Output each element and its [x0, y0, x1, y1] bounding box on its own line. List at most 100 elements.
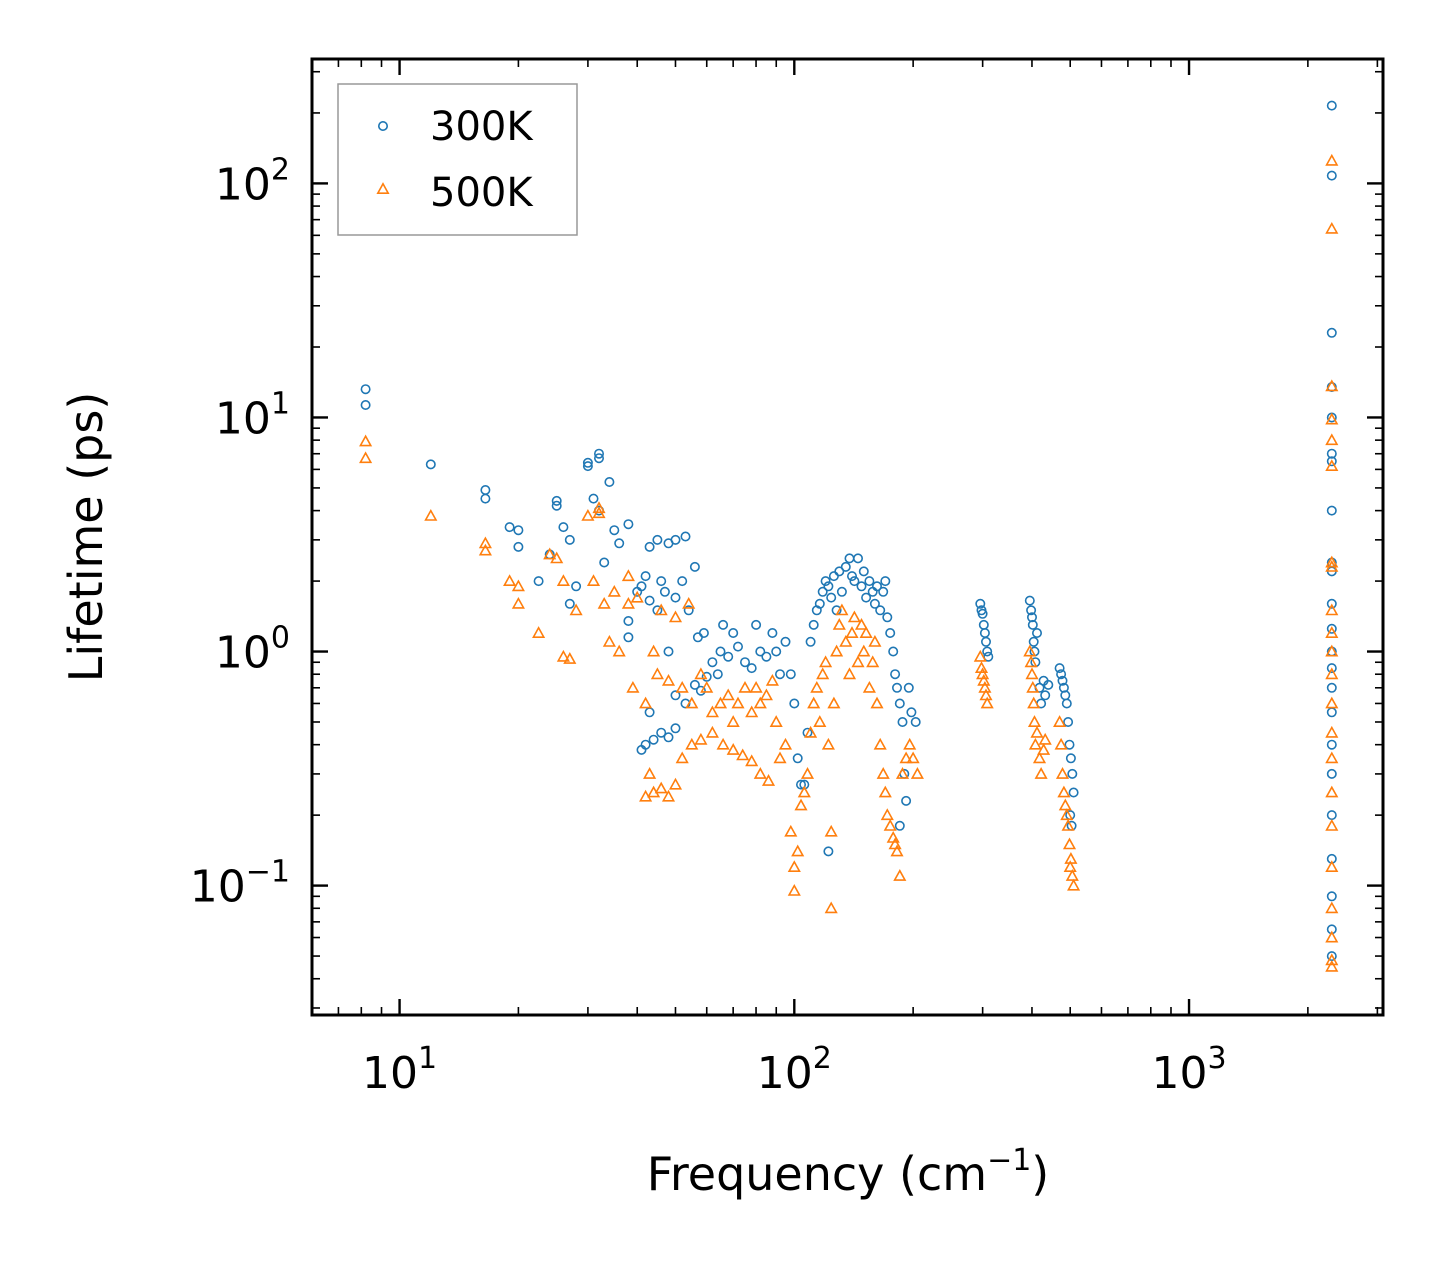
data-point-500k	[592, 506, 606, 519]
data-point-300k	[761, 651, 772, 662]
data-point-500k	[787, 883, 801, 896]
data-point-300k	[623, 615, 634, 626]
data-point-300k	[826, 592, 837, 603]
data-point-500k	[890, 844, 904, 857]
data-point-500k	[550, 551, 564, 564]
data-point-300k	[1326, 663, 1337, 674]
data-point-300k	[1068, 787, 1079, 798]
data-point-500k	[661, 789, 676, 802]
data-point-500k	[1325, 901, 1339, 914]
data-point-500k	[639, 696, 653, 709]
data-point-500k	[839, 634, 853, 647]
data-point-300k	[888, 646, 899, 657]
data-point-300k	[795, 779, 806, 790]
data-point-500k	[1034, 767, 1048, 779]
data-point-500k	[876, 767, 890, 779]
data-point-300k	[882, 612, 893, 623]
data-point-300k	[977, 608, 988, 619]
data-point-300k	[1061, 698, 1072, 709]
data-point-300k	[582, 457, 593, 468]
series-500k	[359, 153, 1339, 972]
data-point-500k	[1062, 837, 1077, 850]
legend-marker-shape	[377, 121, 388, 132]
x-tick-label: 103	[1151, 1041, 1226, 1099]
data-point-300k	[1326, 598, 1337, 609]
data-point-500k	[685, 696, 699, 709]
data-point-300k	[823, 581, 834, 592]
data-point-300k	[891, 682, 902, 693]
data-point-500k	[612, 644, 626, 657]
data-point-300k	[1326, 739, 1337, 750]
data-point-500k	[424, 508, 438, 521]
data-point-300k	[894, 698, 905, 709]
data-point-500k	[1325, 930, 1339, 943]
data-point-300k	[767, 627, 778, 638]
data-point-500k	[1325, 560, 1339, 572]
data-point-500k	[773, 751, 787, 764]
data-point-500k	[532, 626, 546, 639]
data-point-500k	[1030, 725, 1044, 738]
data-point-500k	[1325, 959, 1339, 972]
data-point-300k	[636, 581, 647, 592]
data-point-300k	[903, 682, 914, 693]
data-point-300k	[551, 495, 562, 506]
data-point-300k	[1040, 690, 1051, 701]
data-point-500k	[736, 748, 750, 761]
data-point-500k	[685, 737, 699, 750]
data-point-300k	[644, 541, 655, 552]
data-point-500k	[1325, 785, 1339, 798]
data-point-300k	[1067, 768, 1078, 779]
data-point-500k	[903, 737, 917, 750]
data-point-500k	[787, 860, 801, 873]
data-point-300k	[604, 476, 615, 487]
data-point-300k	[982, 646, 993, 657]
data-point-300k	[656, 576, 667, 587]
data-point-500k	[716, 737, 730, 750]
data-point-300k	[1326, 456, 1337, 467]
data-point-500k	[682, 596, 696, 609]
data-point-500k	[1325, 953, 1339, 966]
legend-label-500k: 500K	[430, 170, 534, 216]
data-point-500k	[621, 596, 635, 609]
data-point-500k	[847, 610, 861, 623]
data-point-500k	[359, 451, 373, 464]
data-point-300k	[880, 576, 891, 587]
data-point-300k	[852, 553, 863, 564]
data-point-300k	[728, 627, 739, 638]
data-point-500k	[626, 680, 640, 693]
data-point-300k	[670, 592, 681, 603]
data-point-500k	[827, 696, 841, 709]
data-point-300k	[739, 657, 750, 668]
data-point-500k	[873, 737, 887, 750]
data-point-300k	[820, 576, 831, 587]
data-point-500k	[654, 781, 668, 794]
data-point-500k	[870, 696, 884, 709]
data-point-300k	[840, 561, 851, 572]
data-point-300k	[975, 598, 986, 609]
data-point-500k	[694, 667, 708, 680]
data-point-500k	[705, 705, 719, 718]
data-point-500k	[1325, 459, 1339, 472]
data-point-300k	[1326, 327, 1337, 338]
data-point-500k	[883, 818, 897, 831]
data-point-300k	[780, 636, 791, 647]
data-point-500k	[607, 584, 621, 597]
data-point-500k	[359, 434, 373, 447]
data-point-500k	[807, 696, 821, 709]
data-point-300k	[869, 598, 880, 609]
legend-marker-shape	[376, 182, 390, 194]
data-point-500k	[1325, 379, 1339, 392]
data-point-500k	[543, 547, 557, 560]
data-point-500k	[862, 680, 876, 693]
data-point-300k	[1326, 448, 1337, 459]
data-point-500k	[761, 774, 776, 786]
data-point-300k	[774, 669, 785, 680]
data-point-500k	[668, 610, 683, 623]
data-point-500k	[1058, 798, 1072, 811]
data-point-300k	[593, 448, 604, 459]
data-point-300k	[723, 651, 734, 662]
data-point-500k	[893, 869, 907, 881]
x-tick-label: 101	[362, 1041, 437, 1099]
data-point-300k	[680, 531, 691, 542]
data-point-500k	[726, 715, 740, 728]
